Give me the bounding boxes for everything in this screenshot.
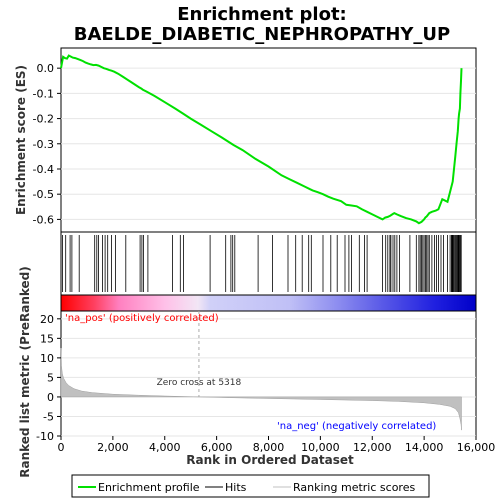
es-y-ticks: 0.0 -0.1 -0.2 -0.3 -0.4 -0.5 -0.6 xyxy=(33,62,61,226)
legend-label-enrichment: Enrichment profile xyxy=(98,481,200,494)
chart-title-line2: BAELDE_DIABETIC_NEPHROPATHY_UP xyxy=(74,24,450,45)
es-y-tick-label: -0.3 xyxy=(33,138,54,151)
metric-y-tick-label: 15 xyxy=(40,332,54,345)
es-y-tick-label: -0.5 xyxy=(33,188,54,201)
metric-y-tick-label: 0 xyxy=(47,391,54,404)
hit-lines xyxy=(62,235,462,292)
x-tick-label: 2,000 xyxy=(97,441,129,454)
x-tick-label: 0 xyxy=(58,441,65,454)
neg-correlated-label: 'na_neg' (negatively correlated) xyxy=(277,421,436,432)
metric-x-ticks: 0 2,000 4,000 6,000 8,000 10,000 12,000 14,000 1… xyxy=(58,436,496,454)
es-y-tick-label: -0.1 xyxy=(33,87,54,100)
x-axis-label: Rank in Ordered Dataset xyxy=(186,453,354,467)
es-y-tick-label: -0.4 xyxy=(33,163,54,176)
pos-correlated-label: 'na_pos' (positively correlated) xyxy=(65,313,219,324)
es-y-axis-label: Enrichment score (ES) xyxy=(14,65,28,215)
es-gridlines xyxy=(61,67,476,220)
es-y-tick-label: 0.0 xyxy=(37,62,55,75)
legend-label-metric: Ranking metric scores xyxy=(293,481,415,494)
x-tick-label: 6,000 xyxy=(201,441,233,454)
ranking-metric-area xyxy=(60,348,462,431)
hits-panel xyxy=(60,231,477,296)
legend: Enrichment profile Hits Ranking metric s… xyxy=(71,474,430,498)
zero-cross-label: Zero cross at 5318 xyxy=(157,378,242,388)
rank-color-bar xyxy=(60,294,477,312)
enrichment-profile-line xyxy=(60,54,463,225)
chart-title-line1: Enrichment plot: xyxy=(177,4,347,25)
metric-y-axis-label: Ranked list metric (PreRanked) xyxy=(18,266,32,478)
x-tick-label: 8,000 xyxy=(253,441,285,454)
x-tick-label: 12,000 xyxy=(353,441,392,454)
metric-y-tick-label: 5 xyxy=(47,371,54,384)
es-y-tick-label: -0.2 xyxy=(33,113,54,126)
es-y-tick-label: -0.6 xyxy=(33,213,54,226)
x-tick-label: 10,000 xyxy=(301,441,340,454)
metric-y-tick-label: -10 xyxy=(36,430,54,443)
metric-y-tick-label: 10 xyxy=(40,352,54,365)
hits-panel-frame xyxy=(60,231,477,296)
x-tick-label: 16,000 xyxy=(457,441,496,454)
es-panel-frame xyxy=(60,47,477,233)
legend-label-hits: Hits xyxy=(225,481,247,494)
legend-frame xyxy=(71,474,430,498)
metric-y-tick-label: 20 xyxy=(40,313,54,326)
es-panel: 0.0 -0.1 -0.2 -0.3 -0.4 -0.5 -0.6 Enrichment s… xyxy=(14,47,477,233)
metric-y-tick-label: -5 xyxy=(43,410,54,423)
x-tick-label: 4,000 xyxy=(149,441,181,454)
x-tick-label: 14,000 xyxy=(405,441,444,454)
metric-y-ticks: -10 -5 0 5 10 15 20 xyxy=(36,313,61,443)
metric-panel: Zero cross at 5318 'na_pos' (positively … xyxy=(18,266,495,478)
metric-panel-frame xyxy=(60,310,477,437)
